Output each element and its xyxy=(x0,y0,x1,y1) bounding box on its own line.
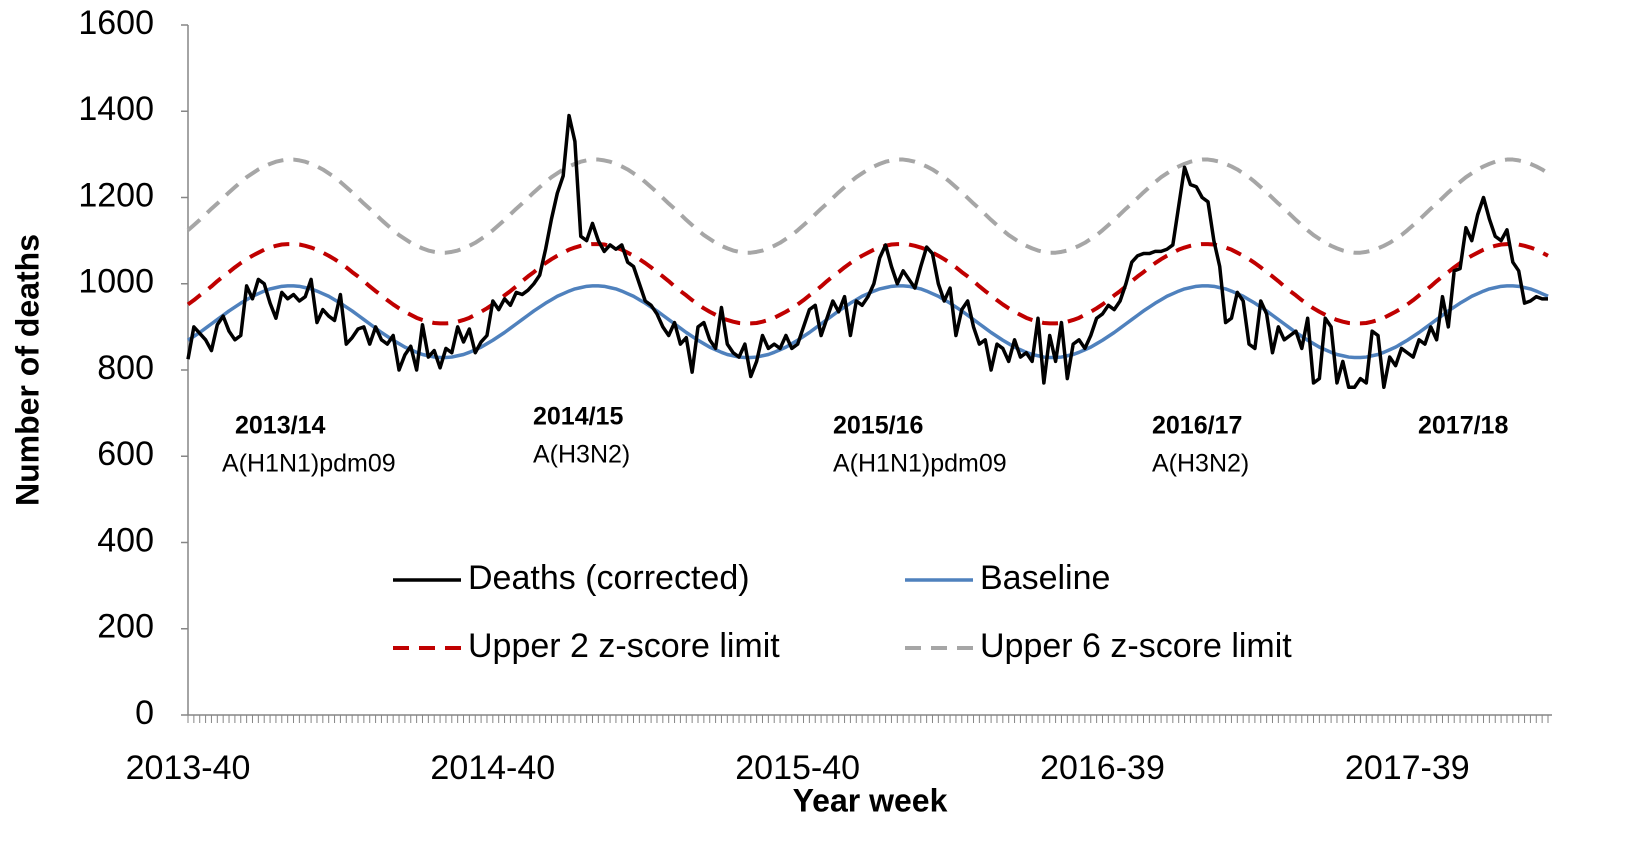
x-tick-label: 2014-40 xyxy=(430,749,555,787)
series-line xyxy=(186,113,1548,389)
x-tick-label: 2015-40 xyxy=(735,749,860,787)
subtype-label: A(H1N1)pdm09 xyxy=(833,450,1007,478)
x-tick-label: 2016-39 xyxy=(1040,749,1165,787)
legend-label: Upper 6 z-score limit xyxy=(980,627,1292,665)
season-label: 2016/17 xyxy=(1152,412,1242,440)
y-axis-title: Number of deaths xyxy=(9,234,45,506)
y-tick-label: 1200 xyxy=(78,176,154,214)
x-tick-label: 2017-39 xyxy=(1345,749,1470,787)
y-tick-label: 1600 xyxy=(78,4,154,42)
y-tick-label: 200 xyxy=(97,608,154,646)
y-tick-label: 1400 xyxy=(78,90,154,128)
y-tick-label: 400 xyxy=(97,521,154,559)
season-label: 2015/16 xyxy=(833,412,923,440)
subtype-label: A(H3N2) xyxy=(533,441,630,469)
y-tick-label: 0 xyxy=(135,694,154,732)
legend-label: Deaths (corrected) xyxy=(468,559,750,597)
legend-label: Baseline xyxy=(980,559,1110,597)
y-tick-label: 800 xyxy=(97,349,154,387)
season-label: 2013/14 xyxy=(235,412,325,440)
y-tick-label: 1000 xyxy=(78,263,154,301)
y-tick-label: 600 xyxy=(97,435,154,473)
season-label: 2017/18 xyxy=(1418,412,1508,440)
series-line xyxy=(186,242,1549,326)
season-label: 2014/15 xyxy=(533,403,623,431)
x-axis-title: Year week xyxy=(793,782,948,818)
series-line xyxy=(186,157,1550,255)
x-tick-label: 2013-40 xyxy=(126,749,251,787)
subtype-label: A(H3N2) xyxy=(1152,450,1249,478)
legend-label: Upper 2 z-score limit xyxy=(468,627,780,665)
subtype-label: A(H1N1)pdm09 xyxy=(222,450,396,478)
